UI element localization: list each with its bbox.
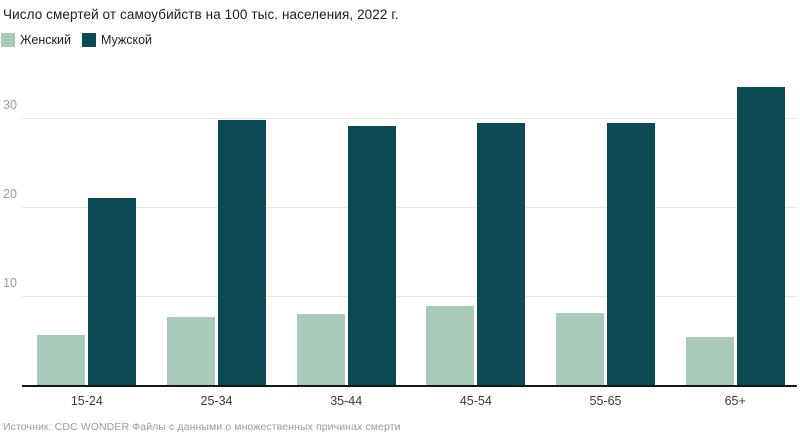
bar-Женский-65+ — [685, 337, 734, 386]
legend-label-male: Мужской — [100, 33, 153, 47]
bar-group-45-54: 45-54 — [411, 70, 541, 408]
legend-item-male: Мужской — [81, 33, 153, 47]
bar-group-15-24: 15-24 — [22, 70, 152, 408]
y-tick-label: 30 — [3, 97, 17, 112]
x-tick-label: 55-65 — [589, 394, 622, 408]
legend-swatch-female-icon — [1, 33, 15, 47]
legend-item-female: Женский — [1, 33, 71, 47]
chart-legend: Женский Мужской — [1, 33, 152, 47]
bar-Мужской-25-34 — [218, 119, 266, 386]
bar-Мужской-55-65 — [607, 123, 656, 386]
bar-Мужской-15-24 — [88, 198, 137, 386]
bar-Женский-25-34 — [167, 317, 215, 386]
bar-Женский-15-24 — [37, 335, 86, 386]
x-axis-line — [22, 385, 797, 387]
bars-container: 15-24 25-34 35-44 45-54 55-65 65+ — [22, 70, 800, 408]
x-tick-label: 45-54 — [459, 394, 492, 408]
chart-title: Число смертей от самоубийств на 100 тыс.… — [3, 7, 399, 22]
bar-Мужской-65+ — [736, 86, 785, 386]
x-tick-label: 65+ — [724, 394, 746, 408]
source-note: Источник: CDC WONDER Файлы с данными о м… — [3, 421, 401, 433]
bar-group-25-34: 25-34 — [152, 70, 282, 408]
bar-Мужской-45-54 — [477, 123, 526, 386]
bar-group-55-65: 55-65 — [541, 70, 671, 408]
x-tick-label: 25-34 — [200, 394, 233, 408]
legend-swatch-male-icon — [81, 33, 96, 47]
gridline — [22, 117, 797, 119]
bar-Женский-35-44 — [296, 313, 345, 386]
y-tick-label: 10 — [3, 276, 17, 290]
gridline — [22, 206, 797, 208]
plot-area: 10 20 30 15-24 25-34 35-44 45-54 55-65 65+ — [0, 70, 800, 408]
x-tick-label: 15-24 — [70, 394, 103, 408]
bar-group-35-44: 35-44 — [281, 70, 411, 408]
bar-group-65+: 65+ — [670, 70, 800, 408]
bar-Женский-55-65 — [556, 313, 605, 386]
y-tick-label: 20 — [3, 186, 17, 201]
gridline — [22, 296, 797, 297]
bar-Женский-45-54 — [426, 305, 475, 386]
legend-label-female: Женский — [20, 33, 71, 47]
bar-Мужской-35-44 — [347, 126, 396, 386]
x-tick-label: 35-44 — [330, 394, 363, 408]
